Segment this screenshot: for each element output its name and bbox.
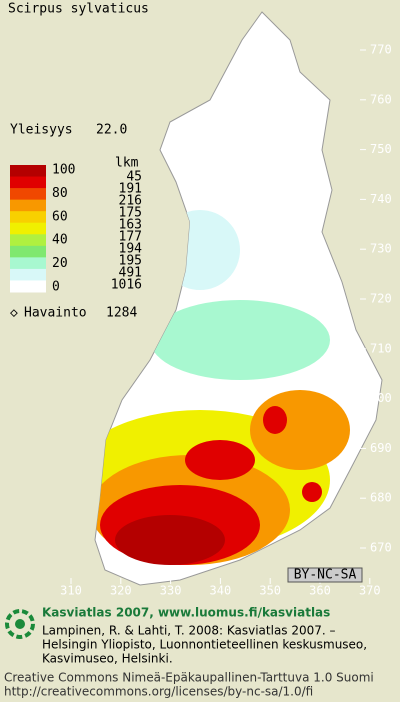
y-tick-label: 720	[370, 292, 392, 306]
legend-count: 194	[119, 242, 143, 257]
x-tick-label: 330	[160, 584, 182, 598]
citation-line: Helsingin Yliopisto, Luonnontieteellinen…	[42, 638, 367, 652]
legend-count: 163	[119, 218, 142, 233]
y-tick-label: 670	[370, 541, 392, 555]
license-line: Creative Commons Nimeä-Epäkaupallinen-Ta…	[4, 671, 374, 685]
area	[185, 440, 255, 480]
x-tick-label: 320	[110, 584, 132, 598]
legend-swatch	[10, 280, 46, 293]
legend-level: 20	[52, 256, 68, 271]
map-title: Scirpus sylvaticus	[8, 2, 149, 17]
legend: 100 80 60 40 20 0 4519121617516317719419549110…	[10, 163, 142, 295]
logo	[5, 609, 35, 639]
x-tick-label: 350	[259, 584, 281, 598]
axis-ticks: 770 760 750 740 730 720 710 700 690 680 670 310 320 3…	[60, 43, 392, 598]
license-badge-box	[287, 567, 363, 583]
observation-label: Havainto	[24, 306, 87, 321]
y-tick-label: 710	[370, 341, 392, 355]
area	[150, 300, 330, 380]
legend-swatch	[10, 222, 46, 235]
x-tick-label: 370	[359, 584, 381, 598]
legend-count: 177	[119, 230, 142, 245]
frequency-label: Yleisyys	[10, 123, 73, 138]
legend-swatch	[10, 165, 46, 178]
legend-swatch	[10, 199, 46, 212]
y-tick-label: 740	[370, 192, 392, 206]
legend-count: 45	[126, 170, 142, 185]
legend-count: 191	[119, 182, 142, 197]
legend-swatch	[10, 257, 46, 270]
legend-count: 175	[119, 206, 142, 221]
y-tick-label: 770	[370, 43, 392, 57]
area	[263, 406, 287, 434]
y-tick-label: 750	[370, 142, 392, 156]
area	[302, 482, 322, 502]
legend-count: 491	[119, 266, 142, 281]
legend-swatch	[10, 211, 46, 224]
legend-level: 40	[52, 233, 68, 248]
legend-swatch	[10, 234, 46, 247]
legend-swatch	[10, 176, 46, 189]
legend-swatch	[10, 245, 46, 258]
frequency-value: 22.0	[96, 123, 127, 138]
legend-count: 195	[119, 254, 142, 269]
legend-count: 216	[119, 194, 142, 209]
y-tick-label: 760	[370, 92, 392, 106]
citation-line: Lampinen, R. & Lahti, T. 2008: Kasviatla…	[42, 624, 336, 638]
citation-line: Kasvimuseo, Helsinki.	[42, 652, 173, 666]
occurrence-areas	[95, 210, 350, 565]
count-header: lkm	[115, 156, 139, 171]
legend-level: 0	[52, 280, 60, 295]
y-tick-label: 700	[370, 391, 392, 405]
legend-level: 60	[52, 209, 68, 224]
y-tick-label: 730	[370, 242, 392, 256]
y-tick-label: 680	[370, 491, 392, 505]
legend-level: 100	[52, 163, 75, 178]
license-badge: BY-NC-SA	[294, 568, 357, 583]
x-tick-label: 340	[210, 584, 232, 598]
y-tick-label: 690	[370, 441, 392, 455]
legend-level: 80	[52, 186, 68, 201]
license-line: http://creativecommons.org/licenses/by-n…	[4, 685, 313, 699]
footer-heading: Kasviatlas 2007, www.luomus.fi/kasviatla…	[42, 606, 330, 620]
legend-count: 1016	[111, 278, 142, 293]
observation-count: 1284	[106, 306, 137, 321]
x-tick-label: 310	[60, 584, 82, 598]
legend-swatch	[10, 188, 46, 201]
x-tick-label: 360	[309, 584, 331, 598]
area	[250, 390, 350, 470]
map	[94, 11, 383, 586]
area	[115, 515, 225, 565]
logo-center	[15, 619, 25, 629]
legend-swatch	[10, 268, 46, 281]
observation-symbol: ◇	[10, 306, 18, 321]
